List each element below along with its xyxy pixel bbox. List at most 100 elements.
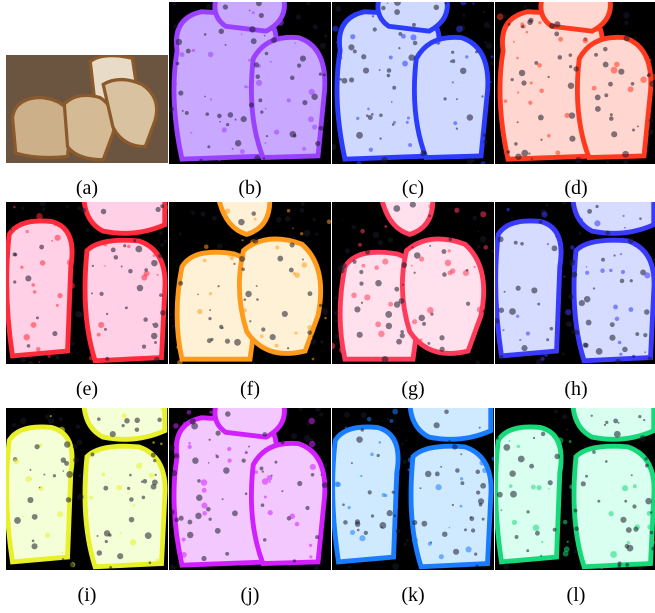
crumb-speck [169, 444, 175, 451]
crumb-speck [129, 539, 137, 546]
crumb-speck [473, 265, 476, 269]
crumb-speck [141, 495, 146, 500]
crumb-speck [568, 112, 576, 119]
crumb-speck [407, 116, 410, 120]
crumb-speck [477, 230, 480, 233]
crumb-speck [565, 321, 571, 327]
crumb-speck [623, 35, 630, 42]
crumb-speck [508, 439, 511, 442]
crumb-speck [255, 284, 258, 287]
crumb-speck [99, 291, 104, 296]
crumb-speck [623, 226, 626, 229]
crumb-speck [597, 499, 601, 503]
crumb-speck [617, 340, 622, 345]
crumb-speck [367, 115, 373, 120]
crumb-speck [385, 322, 393, 330]
crumb-speck [622, 214, 625, 218]
crumb-speck [411, 246, 414, 249]
crumb-speck [227, 446, 232, 452]
crumb-speck [462, 13, 466, 17]
crumb-speck [569, 65, 573, 69]
crumb-speck [592, 287, 596, 290]
crumb-speck [640, 76, 647, 83]
crumb-speck [503, 99, 508, 103]
crumb-speck [44, 532, 51, 538]
crumb-speck [305, 505, 310, 511]
crumb-speck [352, 259, 357, 264]
crumb-speck [96, 332, 101, 337]
crumb-speck [54, 234, 61, 241]
crumb-speck [289, 513, 296, 519]
crumb-speck [214, 527, 221, 534]
crumb-speck [309, 463, 316, 471]
crumb-speck [649, 80, 655, 87]
crumb-speck [186, 410, 192, 415]
crumb-speck [536, 485, 542, 491]
panel-image-j [169, 408, 331, 570]
crumb-speck [143, 317, 148, 322]
crumb-speck [602, 61, 609, 68]
crumb-speck [472, 215, 477, 221]
crumb-speck [405, 538, 410, 542]
crumb-speck [515, 285, 521, 291]
crumb-speck [197, 293, 199, 296]
crumb-speck [217, 113, 222, 119]
crumb-speck [295, 14, 302, 20]
crumb-speck [555, 150, 561, 156]
crumb-speck [377, 240, 384, 246]
crumb-speck [424, 356, 427, 359]
crumb-speck [407, 468, 411, 472]
crumb-speck [389, 419, 394, 423]
crumb-speck [381, 156, 388, 164]
crumb-speck [223, 467, 230, 474]
crumb-speck [370, 514, 375, 518]
crumb-speck [421, 520, 428, 527]
crumb-speck [294, 42, 297, 44]
crumb-speck [649, 511, 653, 514]
crumb-speck [165, 205, 168, 210]
crumb-speck [412, 319, 418, 325]
crumb-speck [169, 313, 173, 316]
crumb-speck [110, 247, 116, 253]
crumb-speck [52, 330, 58, 337]
crumb-speck [386, 2, 389, 4]
crumb-speck [88, 355, 94, 361]
crumb-speck [36, 213, 43, 220]
crumb-speck [508, 484, 513, 488]
crumb-speck [617, 564, 622, 568]
crumb-speck [21, 515, 24, 518]
crumb-speck [256, 298, 259, 301]
crumb-speck [186, 531, 194, 539]
crumb-speck [632, 504, 637, 509]
crumb-speck [208, 292, 213, 296]
crumb-speck [268, 480, 271, 484]
crumb-speck [280, 440, 285, 445]
crumb-speck [584, 445, 587, 448]
crumb-speck [514, 535, 519, 539]
crumb-speck [340, 262, 347, 269]
panel-image-d [495, 2, 655, 164]
crumb-speck [648, 129, 654, 135]
crumb-speck [552, 527, 557, 532]
crumb-speck [381, 5, 386, 11]
crumb-speck [529, 463, 535, 469]
crumb-speck [25, 476, 32, 483]
crumb-speck [360, 474, 363, 478]
crumb-speck [231, 148, 234, 150]
crumb-speck [254, 470, 258, 474]
crumb-speck [391, 123, 395, 126]
crumb-speck [100, 208, 107, 215]
crumb-speck [234, 140, 242, 147]
crumb-speck [419, 338, 423, 342]
crumb-speck [465, 546, 472, 553]
crumb-speck [171, 2, 177, 6]
crumb-speck [45, 414, 50, 420]
crumb-speck [521, 345, 528, 352]
crumb-speck [364, 294, 371, 301]
bread-slice-0 [495, 424, 564, 565]
panel-label-c: (c) [401, 177, 425, 199]
crumb-speck [466, 114, 474, 121]
crumb-speck [428, 214, 431, 218]
crumb-speck [192, 457, 199, 464]
crumb-speck [402, 283, 405, 286]
